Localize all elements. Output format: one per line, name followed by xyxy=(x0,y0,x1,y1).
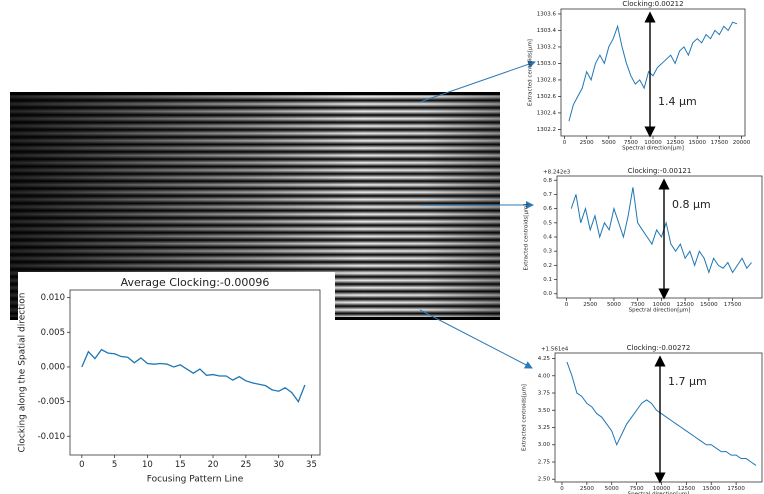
x-tick-label: 7500 xyxy=(630,486,644,492)
y-tick-label: 0.000 xyxy=(41,362,65,372)
chart-title: Clocking:-0.00272 xyxy=(627,344,691,352)
x-tick-label: 5 xyxy=(112,460,117,470)
plot-area xyxy=(560,8,746,137)
x-tick-label: 15000 xyxy=(702,486,720,492)
y-axis-label: Extracted centroids[µm] xyxy=(522,384,528,451)
x-tick-label: 7500 xyxy=(631,302,645,308)
y-tick-label: 2.50 xyxy=(538,477,551,483)
y-tick-label: 1303.2 xyxy=(537,44,556,50)
y-tick-label: 2.75 xyxy=(538,459,551,465)
y-tick-label: 0.010 xyxy=(41,293,65,303)
chart: Clocking:0.00212 0 2500 5000 7500 10000 12500 1… xyxy=(528,0,751,152)
plot-area xyxy=(556,175,763,299)
x-tick-label: 10000 xyxy=(653,302,671,308)
x-tick-label: 17500 xyxy=(711,140,729,146)
x-tick-label: 30 xyxy=(273,460,284,470)
y-axis-label: Extracted centroids[µm] xyxy=(524,204,530,271)
data-line xyxy=(81,348,306,403)
x-tick-label: 17500 xyxy=(727,486,745,492)
annotation: 0.8 µm xyxy=(672,198,711,211)
x-tick-label: 10000 xyxy=(644,140,662,146)
y-axis-label: Extracted centroids[µm] xyxy=(528,39,534,106)
plot-area xyxy=(554,352,763,483)
x-axis-label: Spectral direction[µm] xyxy=(622,146,684,152)
y-tick-label: 1303.0 xyxy=(537,61,557,67)
x-tick-label: 15 xyxy=(175,460,186,470)
x-tick-label: 12500 xyxy=(676,302,694,308)
x-tick-label: 12500 xyxy=(678,486,696,492)
y-tick-label: 0.005 xyxy=(41,328,65,338)
x-tick-label: 5000 xyxy=(602,140,616,146)
annotation: 1.4 µm xyxy=(658,95,697,108)
y-tick-label: -0.010 xyxy=(38,432,65,442)
x-tick-label: 35 xyxy=(306,460,317,470)
y-tick-label: 0.7 xyxy=(543,192,552,198)
y-tick-label: 1302.8 xyxy=(537,77,557,83)
chart: Clocking:-0.00272 0 2500 5000 7500 10000 12500… xyxy=(522,344,763,494)
y-tick-label: 1303.4 xyxy=(537,28,557,34)
x-tick-label: 2500 xyxy=(580,486,594,492)
y-tick-label: -0.005 xyxy=(38,397,65,407)
x-tick-label: 20000 xyxy=(733,140,751,146)
chart-title: Clocking:-0.00121 xyxy=(628,167,692,175)
x-tick-label: 25 xyxy=(240,460,251,470)
y-tick-label: 0.3 xyxy=(543,249,552,255)
fringe-image xyxy=(10,92,500,320)
x-tick-label: 0 xyxy=(560,486,564,492)
x-axis-label: Spectral direction[µm] xyxy=(629,308,691,314)
x-tick-label: 0 xyxy=(79,460,84,470)
x-axis-label: Spectral direction[µm] xyxy=(628,492,690,494)
y-tick-label: 4.00 xyxy=(538,373,551,379)
y-tick-label: 0.2 xyxy=(543,263,552,269)
y-axis-label: Clocking along the Spatial direction xyxy=(18,293,28,453)
x-tick-label: 10000 xyxy=(653,486,671,492)
x-tick-label: 10 xyxy=(142,460,153,470)
y-tick-label: 0.0 xyxy=(543,291,552,297)
annotation: 1.7 µm xyxy=(668,375,707,388)
x-tick-label: 0 xyxy=(565,302,569,308)
x-tick-label: 20 xyxy=(208,460,219,470)
x-tick-label: 0 xyxy=(563,140,567,146)
y-tick-label: 0.8 xyxy=(543,178,552,184)
x-tick-label: 2500 xyxy=(583,302,597,308)
y-tick-label: 1303.6 xyxy=(537,11,557,17)
y-tick-label: 4.25 xyxy=(538,356,551,362)
offset-text: +8.242e3 xyxy=(543,170,571,176)
chart-title: Average Clocking:-0.00096 xyxy=(121,276,270,289)
chart: Clocking:-0.00121 0 2500 5000 7500 10000 12500… xyxy=(524,167,763,314)
y-tick-label: 0.1 xyxy=(543,277,552,283)
x-tick-label: 15000 xyxy=(700,302,718,308)
chart-title: Clocking:0.00212 xyxy=(622,0,683,8)
y-tick-label: 3.50 xyxy=(538,408,551,414)
x-tick-label: 17500 xyxy=(724,302,742,308)
y-tick-label: 0.4 xyxy=(543,235,552,241)
y-tick-label: 1302.2 xyxy=(537,127,556,133)
x-tick-label: 12500 xyxy=(666,140,684,146)
y-tick-label: 0.5 xyxy=(543,220,552,226)
x-tick-label: 7500 xyxy=(624,140,638,146)
y-tick-label: 3.25 xyxy=(538,425,551,431)
x-axis-label: Focusing Pattern Line xyxy=(147,475,244,485)
y-tick-label: 0.6 xyxy=(543,206,552,212)
y-tick-label: 3.00 xyxy=(538,442,551,448)
y-tick-label: 1302.4 xyxy=(537,110,557,116)
y-tick-label: 3.75 xyxy=(538,391,551,397)
pointer-arrows xyxy=(419,60,536,369)
chart: Average Clocking:-0.00096 0 5 10 15 20 25 30 35 0… xyxy=(18,276,321,485)
y-tick-label: 1302.6 xyxy=(537,94,557,100)
x-tick-label: 5000 xyxy=(607,302,621,308)
x-tick-label: 15000 xyxy=(688,140,706,146)
x-tick-label: 5000 xyxy=(605,486,619,492)
x-tick-label: 2500 xyxy=(580,140,594,146)
offset-text: +1.561e4 xyxy=(541,347,569,353)
